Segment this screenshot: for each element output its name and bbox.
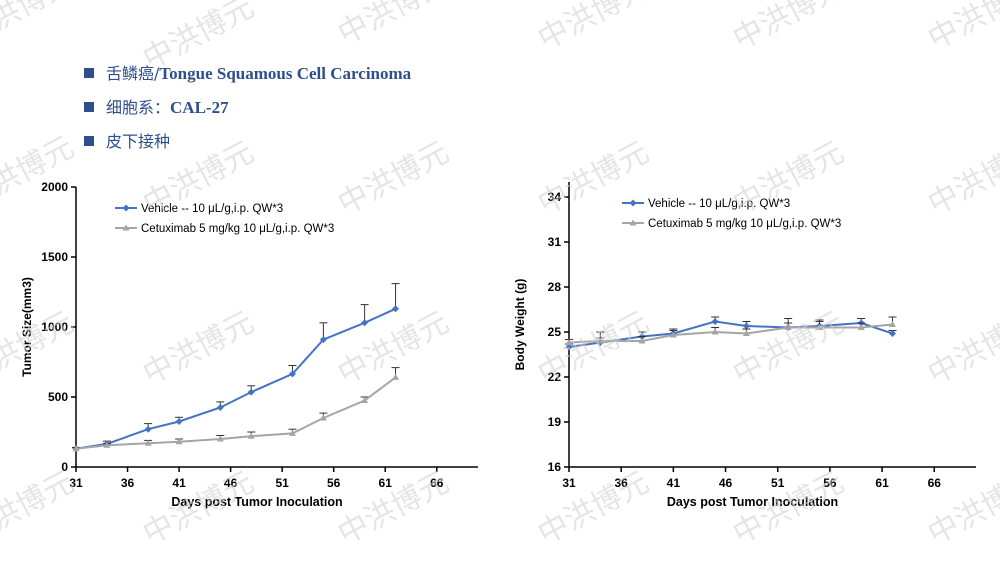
tumor-vehicle-point (319, 336, 327, 344)
tumor-y-axis-title: Tumor Size(mm3) (20, 277, 34, 377)
weight-vehicle-legend-marker (629, 199, 637, 207)
tumor-vehicle-point (361, 319, 369, 327)
weight-cetuximab-line (568, 323, 893, 344)
tumor-cetuximab-point (103, 441, 111, 448)
tumor-cetuximab-point (361, 397, 369, 403)
tumor-cetuximab-point (216, 435, 224, 442)
weight-cetuximab-point (784, 324, 792, 330)
tumor-cetuximab-legend-marker (122, 224, 130, 231)
weight-vehicle-line (568, 320, 893, 348)
weight-vehicle-point (742, 322, 750, 330)
tumor-x-tick-label: 51 (275, 476, 289, 490)
weight-cetuximab-point (742, 330, 750, 336)
tumor-cetuximab-point (392, 373, 400, 380)
tumor-cetuximab-point (72, 445, 80, 452)
tumor-x-tick-label: 41 (172, 476, 186, 490)
tumor-cetuximab-point (144, 439, 152, 446)
weight-y-tick-label: 31 (548, 235, 562, 249)
bullet-cell-line: 细胞系：CAL-27 (84, 94, 229, 118)
weight-x-tick-label: 46 (719, 476, 733, 490)
weight-y-tick-label: 25 (548, 325, 562, 339)
weight-vehicle-point (889, 330, 897, 337)
tumor-cetuximab-point (247, 432, 255, 439)
bullet-square-icon (84, 68, 94, 78)
weight-y-axis-title: Body Weight (g) (513, 279, 527, 371)
tumor-cetuximab-point (175, 438, 183, 445)
weight-x-tick-label: 61 (875, 476, 889, 490)
bullet-inoculation: 皮下接种 (84, 128, 170, 152)
weight-vehicle-point (565, 343, 573, 351)
weight-x-axis-title: Days post Tumor Inoculation (667, 495, 838, 509)
weight-y-tick-label: 34 (548, 190, 562, 204)
tumor-cetuximab-legend-label: Cetuximab 5 mg/kg 10 μL/g,i.p. QW*3 (141, 223, 334, 235)
tumor-x-tick-label: 66 (430, 476, 444, 490)
weight-cetuximab-point (596, 337, 604, 344)
weight-x-tick-label: 66 (928, 476, 942, 490)
tumor-y-tick-label: 2000 (41, 180, 68, 194)
tumor-vehicle-point (288, 370, 296, 378)
bullet-cell-line-en: CAL-27 (170, 98, 229, 117)
tumor-y-tick-label: 1500 (41, 250, 68, 264)
tumor-x-tick-label: 46 (224, 476, 238, 490)
bullet-cell-line-cn: 细胞系： (106, 98, 171, 117)
tumor-vehicle-point (144, 425, 152, 433)
tumor-cetuximab-line (75, 376, 397, 450)
weight-y-tick-label: 28 (548, 280, 562, 294)
bullet-inoculation-cn: 皮下接种 (106, 132, 171, 151)
tumor-x-tick-label: 31 (69, 476, 83, 490)
tumor-cetuximab-point (319, 414, 327, 421)
tumor-vehicle-legend-marker (122, 204, 130, 212)
weight-y-tick-label: 22 (548, 370, 562, 384)
weight-cetuximab-point (565, 339, 573, 345)
weight-cetuximab-legend-label: Cetuximab 5 mg/kg 10 μL/g,i.p. QW*3 (648, 218, 841, 230)
tumor-y-tick-label: 1000 (41, 320, 68, 334)
weight-x-tick-label: 56 (823, 476, 837, 490)
weight-cetuximab-point (669, 331, 677, 338)
tumor-vehicle-point (392, 305, 400, 313)
tumor-vehicle-legend-label: Vehicle -- 10 μL/g,i.p. QW*3 (141, 203, 283, 215)
tumor-vehicle-point (175, 418, 183, 425)
tumor-vehicle-point (216, 404, 224, 411)
weight-vehicle-legend-label: Vehicle -- 10 μL/g,i.p. QW*3 (648, 198, 790, 210)
weight-cetuximab-point (711, 328, 719, 335)
weight-cetuximab-legend-marker (629, 219, 637, 226)
bullet-square-icon (84, 102, 94, 112)
tumor-y-tick-label: 0 (61, 460, 68, 474)
weight-cetuximab-point (815, 324, 823, 330)
tumor-vehicle-point (247, 388, 255, 396)
weight-x-tick-label: 51 (771, 476, 785, 490)
weight-x-tick-label: 31 (562, 476, 576, 490)
tumor-cetuximab-point (288, 429, 296, 436)
weight-vehicle-point (711, 318, 719, 325)
bullet-cancer-en: Tongue Squamous Cell Carcinoma (159, 64, 412, 83)
tumor-x-tick-label: 61 (379, 476, 393, 490)
weight-cetuximab-point (638, 337, 646, 344)
weight-y-tick-label: 16 (548, 460, 562, 474)
tumor-x-tick-label: 36 (121, 476, 135, 490)
weight-x-tick-label: 36 (614, 476, 628, 490)
weight-x-tick-label: 41 (667, 476, 681, 490)
weight-y-tick-label: 19 (548, 415, 562, 429)
bullet-square-icon (84, 136, 94, 146)
bullet-cancer-type: 舌鳞癌/Tongue Squamous Cell Carcinoma (84, 60, 411, 84)
tumor-x-axis-title: Days post Tumor Inoculation (171, 495, 342, 509)
weight-cetuximab-point (857, 324, 865, 330)
bullet-cancer-cn: 舌鳞癌/ (106, 64, 160, 83)
tumor-vehicle-line (75, 307, 396, 450)
tumor-x-tick-label: 56 (327, 476, 341, 490)
weight-cetuximab-point (889, 321, 897, 327)
tumor-y-tick-label: 500 (48, 390, 68, 404)
